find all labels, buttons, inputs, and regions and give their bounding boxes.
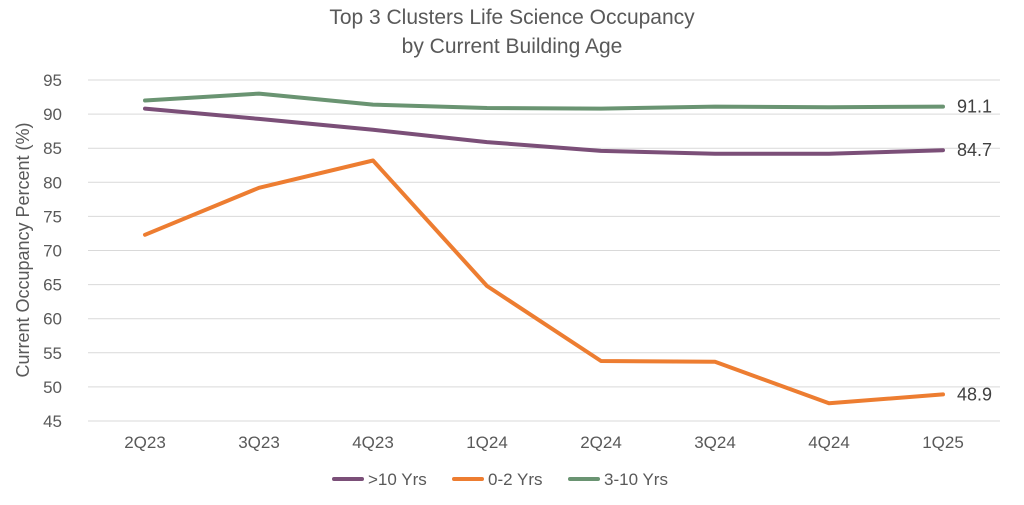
y-tick-label: 65	[43, 276, 62, 295]
legend-label: >10 Yrs	[368, 470, 427, 489]
y-tick-label: 75	[43, 207, 62, 226]
gridlines	[88, 79, 1000, 422]
legend-label: 0-2 Yrs	[488, 470, 543, 489]
y-axis-ticks: 45 50 55 60 65 70 75 80 85 90 95	[43, 71, 62, 431]
y-tick-label: 90	[43, 105, 62, 124]
x-tick-label: 2Q24	[580, 433, 622, 452]
series-line-2	[143, 91, 945, 111]
legend: >10 Yrs 0-2 Yrs 3-10 Yrs	[332, 470, 668, 489]
x-tick-label: 4Q23	[352, 433, 394, 452]
y-tick-label: 95	[43, 71, 62, 90]
x-tick-label: 3Q23	[238, 433, 280, 452]
y-tick-label: 55	[43, 344, 62, 363]
y-tick-label: 60	[43, 310, 62, 329]
series-line-0	[143, 106, 945, 156]
y-tick-label: 70	[43, 242, 62, 261]
x-tick-label: 2Q23	[124, 433, 166, 452]
series-line-1	[143, 158, 945, 406]
y-axis-title: Current Occupancy Percent (%)	[13, 122, 33, 377]
x-axis-ticks: 2Q23 3Q23 4Q23 1Q24 2Q24 3Q24 4Q24 1Q25	[124, 433, 964, 452]
x-tick-label: 1Q24	[466, 433, 508, 452]
y-tick-label: 50	[43, 378, 62, 397]
end-labels: 84.7 48.9 91.1	[957, 97, 992, 405]
end-value-label: 91.1	[957, 97, 992, 117]
x-tick-label: 4Q24	[808, 433, 850, 452]
x-tick-label: 3Q24	[694, 433, 736, 452]
y-tick-label: 80	[43, 173, 62, 192]
x-tick-label: 1Q25	[922, 433, 964, 452]
chart-subtitle: by Current Building Age	[402, 35, 623, 58]
y-tick-label: 45	[43, 412, 62, 431]
legend-label: 3-10 Yrs	[604, 470, 668, 489]
end-value-label: 84.7	[957, 140, 992, 160]
end-value-label: 48.9	[957, 384, 992, 404]
chart-title: Top 3 Clusters Life Science Occupancy	[329, 6, 695, 29]
y-tick-label: 85	[43, 139, 62, 158]
series-lines	[143, 91, 945, 406]
